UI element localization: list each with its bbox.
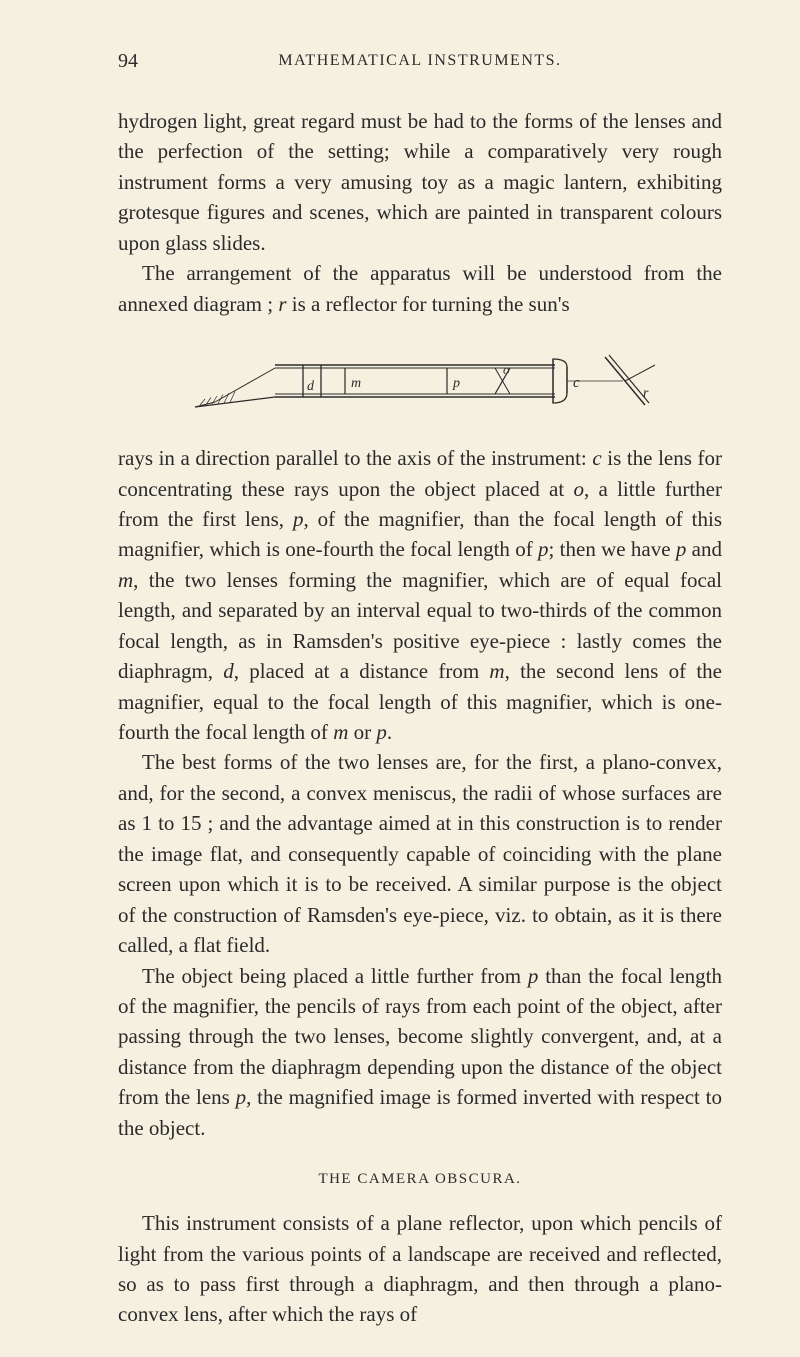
svg-text:r: r (643, 386, 649, 401)
svg-text:d: d (307, 379, 315, 394)
optical-diagram: d m p o c r (118, 347, 722, 417)
body-text: The object being placed a little further… (142, 964, 528, 988)
italic-text: p (236, 1085, 247, 1109)
svg-text:c: c (573, 375, 580, 391)
italic-text: p (376, 720, 387, 744)
svg-text:p: p (452, 376, 460, 391)
body-text: ; then we have (549, 537, 676, 561)
body-text: , placed at a distance from (234, 659, 490, 683)
paragraph-6: This instrument consists of a plane refl… (118, 1208, 722, 1330)
italic-text: d (223, 659, 234, 683)
italic-text: p (293, 507, 304, 531)
italic-text: m (489, 659, 504, 683)
italic-text: c (592, 446, 601, 470)
paragraph-4: The best forms of the two lenses are, fo… (118, 747, 722, 960)
paragraph-2: The arrangement of the apparatus will be… (118, 258, 722, 319)
section-title: THE CAMERA OBSCURA. (118, 1171, 722, 1188)
italic-text: p (538, 537, 549, 561)
diagram-svg: d m p o c r (185, 347, 655, 417)
svg-text:o: o (503, 362, 510, 377)
italic-text: m (333, 720, 348, 744)
italic-text: p (528, 964, 539, 988)
para2-post: is a reflector for turning the sun's (287, 292, 570, 316)
italic-text: o (573, 477, 584, 501)
body-text: or (348, 720, 376, 744)
italic-text: p (676, 537, 687, 561)
body-text: and (686, 537, 722, 561)
page-header: MATHEMATICAL INSTRUMENTS. (118, 52, 722, 70)
italic-text: m (118, 568, 133, 592)
body-text: . (387, 720, 392, 744)
paragraph-1: hydrogen light, great regard must be had… (118, 106, 722, 258)
page-number: 94 (118, 50, 138, 73)
para2-r: r (278, 292, 286, 316)
paragraph-3: rays in a direction parallel to the axis… (118, 443, 722, 747)
svg-text:m: m (351, 376, 361, 391)
body-text: rays in a direction parallel to the axis… (118, 446, 592, 470)
paragraph-5: The object being placed a little further… (118, 961, 722, 1144)
